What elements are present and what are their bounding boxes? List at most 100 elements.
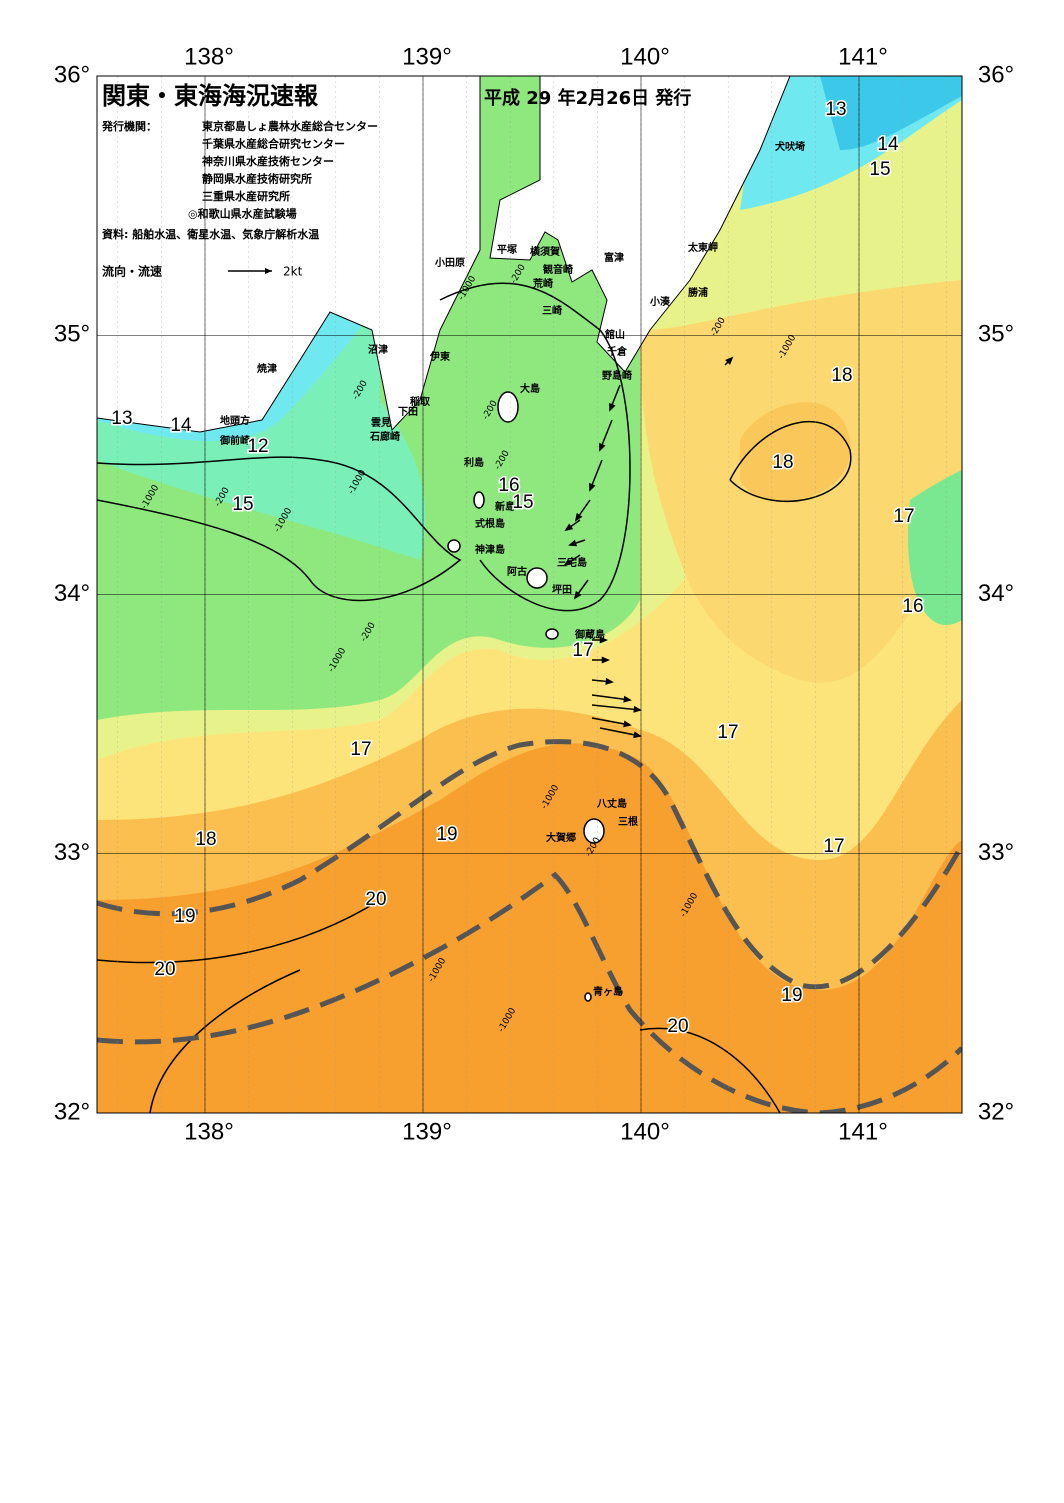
place-name: 富津 — [604, 251, 624, 264]
place-name: 横須賀 — [530, 245, 560, 258]
isotherm-label: 13 — [111, 408, 132, 429]
current-arrow-head — [605, 677, 614, 685]
current-arrow-head — [623, 695, 632, 703]
lon-label-top: 139° — [402, 43, 452, 70]
place-name: 観音崎 — [543, 263, 573, 276]
place-name: 三根 — [618, 815, 638, 828]
place-name: 焼津 — [257, 362, 277, 375]
isotherm-label: 19 — [174, 906, 195, 927]
place-name: 沼津 — [368, 343, 388, 356]
current-arrow — [591, 694, 631, 701]
place-name: 石廊崎 — [369, 430, 400, 443]
place-name: 大島 — [520, 382, 540, 395]
place-name: 犬吠埼 — [775, 140, 805, 153]
lon-label-bottom: 139° — [402, 1118, 452, 1145]
current-arrow-head — [725, 356, 734, 365]
current-arrow-head — [564, 523, 574, 532]
place-name: 阿古 — [507, 565, 527, 578]
place-name: 神津島 — [475, 543, 505, 556]
isotherm-label: 20 — [667, 1016, 688, 1037]
place-name: 稲取 — [410, 395, 431, 408]
publisher: 三重県水産研究所 — [202, 189, 290, 203]
lat-label-left: 36° — [54, 61, 90, 88]
isotherm-label: 16 — [902, 596, 923, 617]
current-arrow-head — [563, 558, 573, 567]
lat-label-right: 35° — [978, 321, 1014, 348]
place-name: 勝浦 — [688, 286, 708, 299]
place-name: 館山 — [604, 328, 625, 341]
place-name: 三崎 — [542, 304, 562, 317]
current-arrow-head — [599, 636, 608, 644]
isotherm-label: 18 — [195, 829, 216, 850]
lat-label-right: 32° — [978, 1098, 1014, 1125]
map-frame — [96, 75, 963, 1114]
place-name: 下田 — [398, 406, 418, 418]
title: 関東・東海海況速報 — [102, 82, 319, 110]
isotherm-label: 14 — [170, 415, 192, 436]
place-name: 青ヶ島 — [593, 985, 623, 998]
lat-label-left: 32° — [54, 1098, 90, 1125]
graticule — [97, 75, 962, 1114]
lat-label-left: 35° — [54, 321, 90, 348]
place-name: 式根島 — [475, 517, 505, 530]
current-arrow-head — [633, 731, 642, 739]
isotherm-label: 18 — [831, 365, 852, 386]
place-name: 荒崎 — [532, 277, 553, 290]
place-name: 御前崎 — [219, 434, 250, 447]
place-name: 三宅島 — [557, 556, 587, 569]
lat-label-left: 34° — [54, 580, 90, 607]
place-name: 太東岬 — [687, 241, 718, 254]
publisher: 千葉県水産総合研究センター — [202, 137, 345, 151]
current-arrow-head — [599, 442, 606, 452]
place-name: 千倉 — [607, 345, 628, 358]
publisher: ◎和歌山県水産試験場 — [188, 207, 297, 221]
isotherm-label: 17 — [572, 640, 593, 661]
current-arrow-head — [574, 512, 583, 522]
place-name: 御蔵島 — [574, 628, 605, 641]
place-name: 大賀郷 — [546, 831, 576, 844]
lat-label-right: 36° — [978, 61, 1014, 88]
isotherm-label: 18 — [772, 452, 793, 473]
legend-speed: 2kt — [283, 265, 303, 279]
publisher: 東京都島しょ農林水産総合センター — [202, 119, 378, 133]
current-arrow-head — [633, 705, 642, 713]
isotherm-label: 15 — [232, 494, 253, 515]
legend-label: 流向・流速 — [102, 264, 162, 279]
lat-label-right: 33° — [978, 839, 1014, 866]
current-arrow-head — [589, 482, 596, 492]
place-name: 地頭方 — [220, 414, 250, 427]
current-arrow-head — [573, 590, 582, 600]
place-name: 雲見 — [371, 417, 391, 429]
legend-arrow-head — [265, 268, 272, 274]
isotherm-label: 15 — [512, 492, 533, 513]
lon-label-bottom: 141° — [838, 1118, 888, 1145]
lon-label-bottom: 140° — [620, 1118, 670, 1145]
current-arrow — [599, 727, 641, 737]
isotherm-label: 19 — [781, 985, 802, 1006]
place-name: 伊東 — [429, 350, 450, 363]
current-arrow-head — [623, 720, 632, 728]
temperature-fill — [97, 76, 962, 1113]
current-arrows — [563, 356, 734, 739]
publisher: 静岡県水産技術研究所 — [202, 172, 312, 186]
place-name: 小田原 — [434, 256, 465, 269]
place-name: 利島 — [464, 456, 484, 469]
place-name: 坪田 — [552, 583, 572, 596]
lat-label-left: 33° — [54, 839, 90, 866]
lon-label-top: 138° — [184, 43, 234, 70]
lon-label-bottom: 138° — [184, 1118, 234, 1145]
current-arrow — [591, 717, 631, 726]
lon-label-top: 141° — [838, 43, 888, 70]
current-arrow-head — [601, 656, 610, 664]
isotherm-label: 19 — [436, 824, 457, 845]
place-name: 小湊 — [649, 295, 671, 308]
publisher: 神奈川県水産技術センター — [202, 154, 334, 168]
lon-label-top: 140° — [620, 43, 670, 70]
isotherm-label: 17 — [350, 739, 371, 760]
isotherm-label: 20 — [365, 889, 386, 910]
current-arrow-head — [609, 402, 616, 412]
place-name: 新島 — [495, 500, 515, 513]
isotherm-label: 17 — [893, 506, 914, 527]
